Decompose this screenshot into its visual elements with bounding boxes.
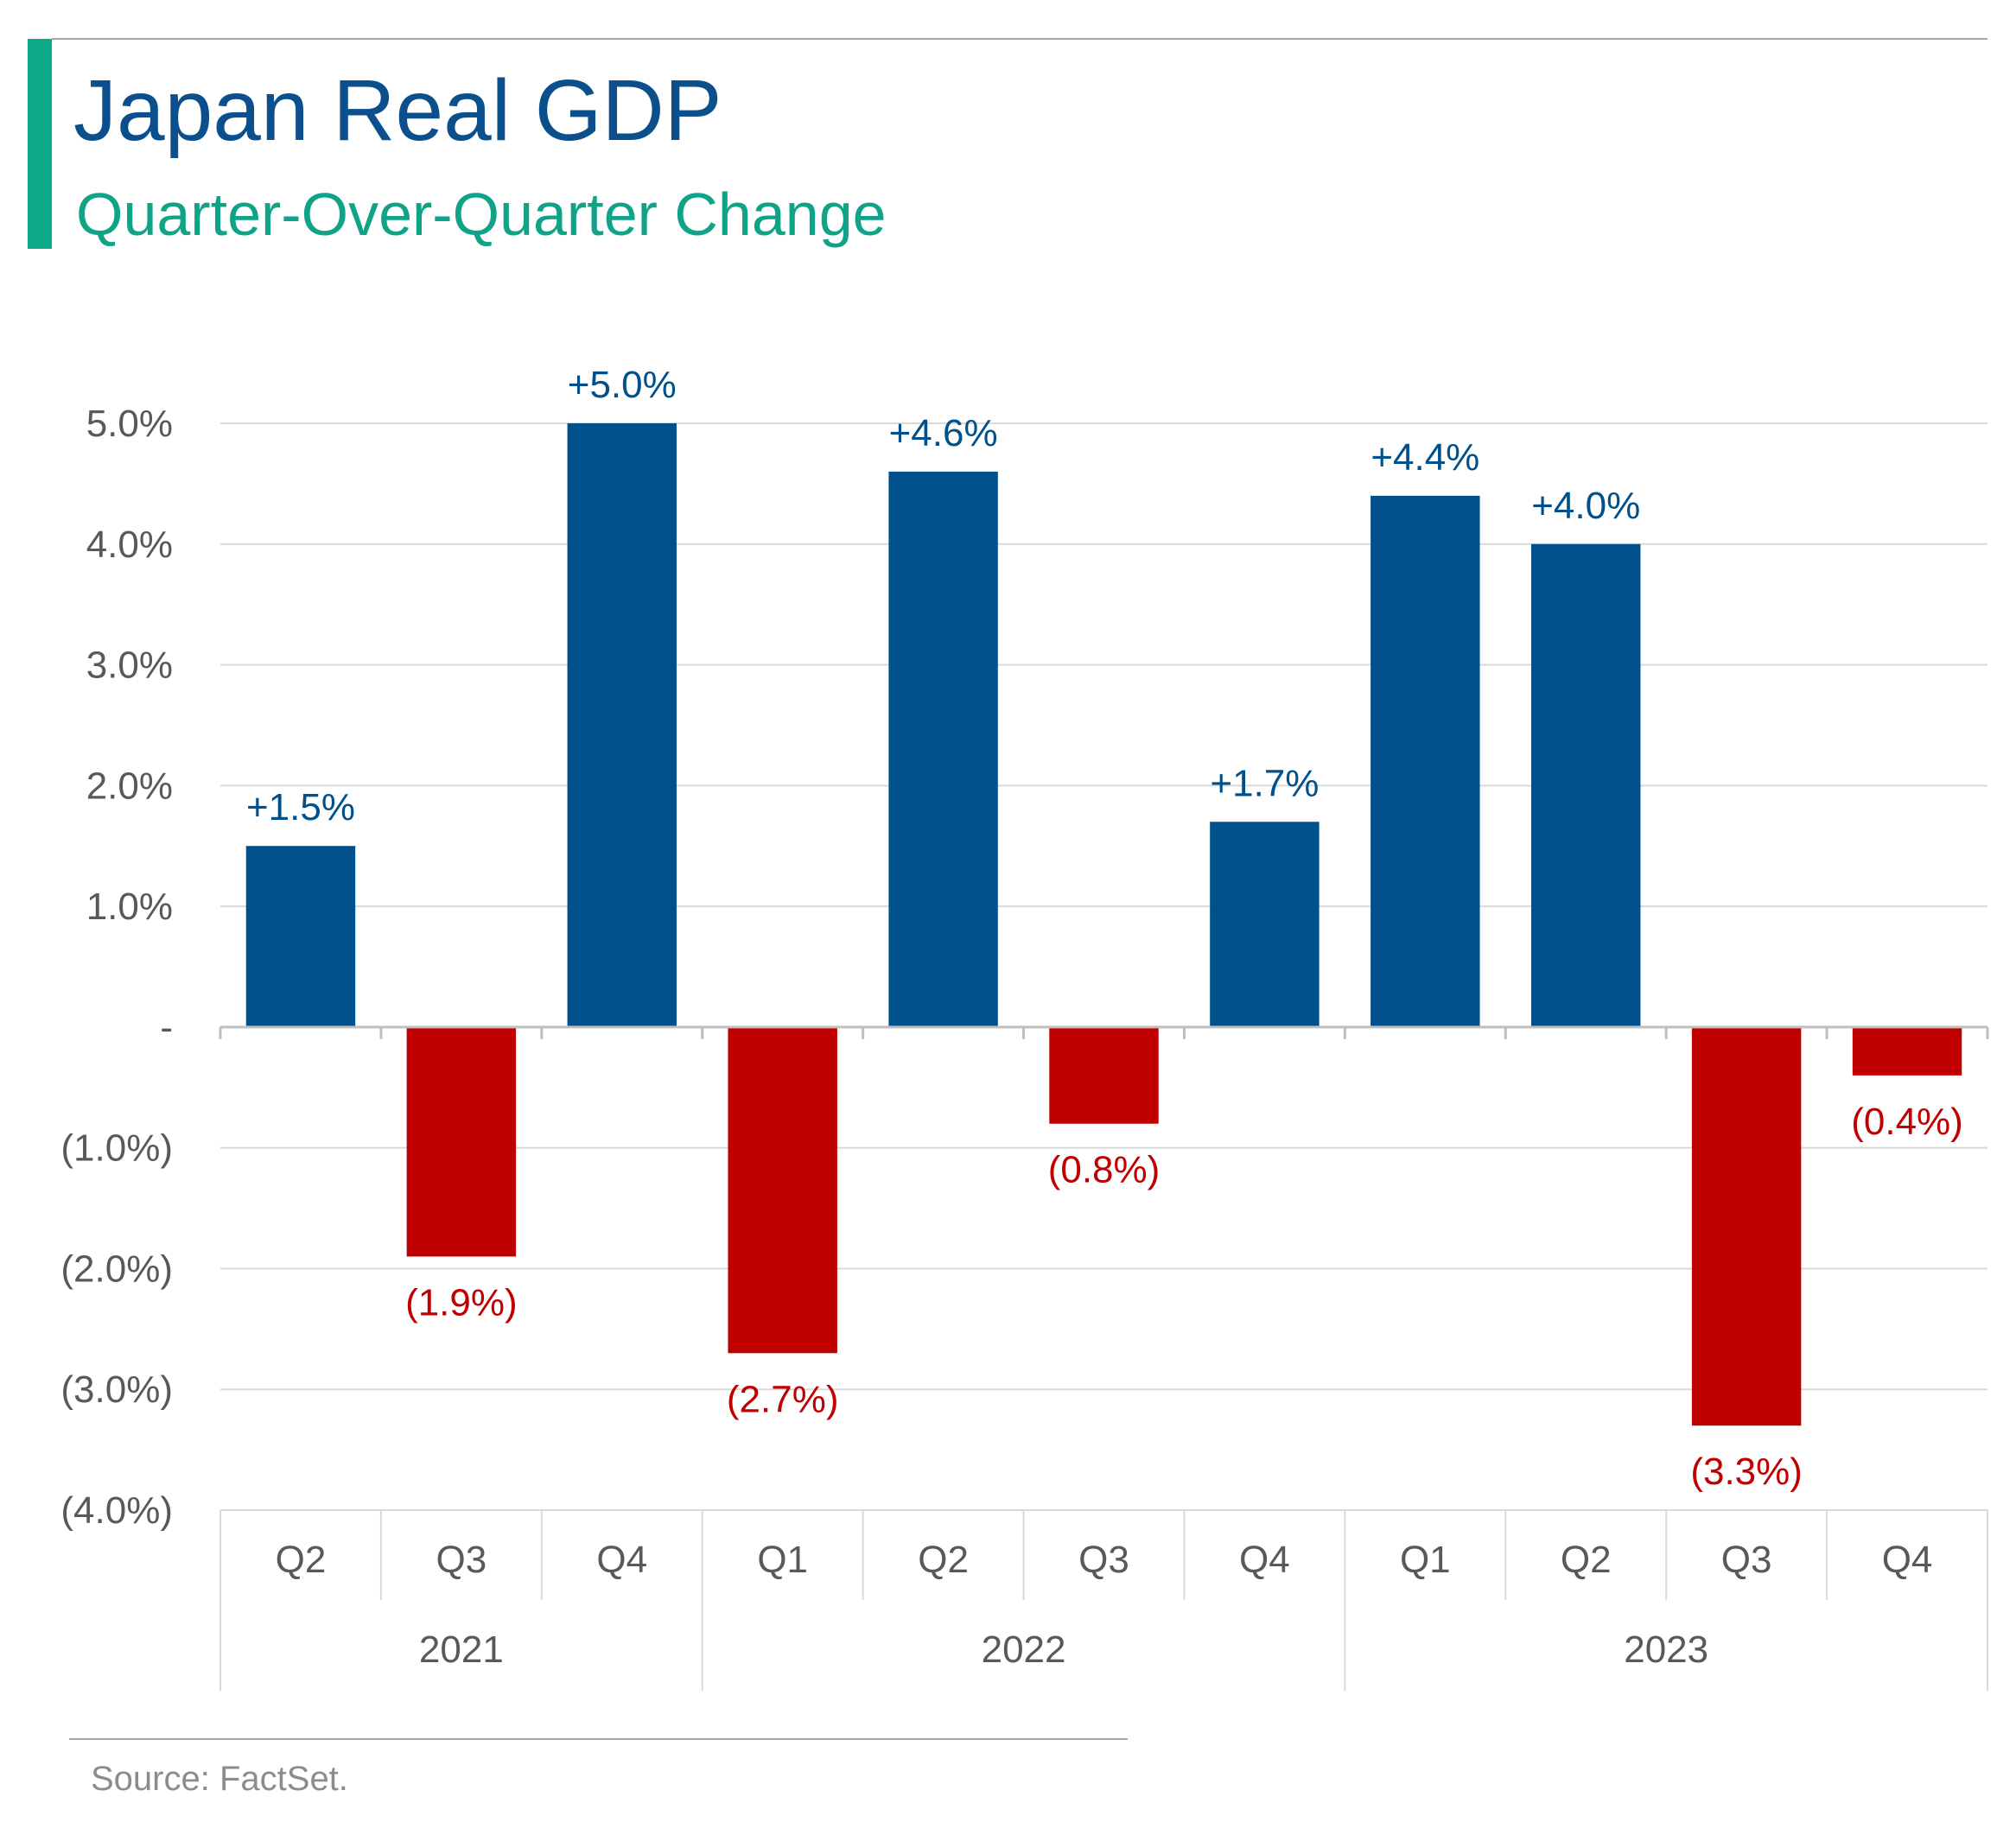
data-label: (2.7%) <box>727 1378 839 1420</box>
data-label: +1.5% <box>246 786 355 828</box>
year-group-label: 2021 <box>419 1628 504 1671</box>
title-accent-bar <box>28 39 52 249</box>
chart-title: Japan Real GDP <box>73 62 722 159</box>
data-label: (0.8%) <box>1048 1149 1161 1191</box>
y-tick-label: (2.0%) <box>60 1247 173 1290</box>
x-tick-label: Q1 <box>1400 1539 1451 1581</box>
bar <box>245 846 356 1027</box>
y-tick-label: 3.0% <box>86 644 173 687</box>
data-label: +5.0% <box>568 364 677 406</box>
data-label: +1.7% <box>1210 762 1319 804</box>
y-tick-label: (4.0%) <box>60 1489 173 1532</box>
bars <box>245 423 1962 1426</box>
data-label: (0.4%) <box>1851 1101 1963 1143</box>
y-tick-label: (1.0%) <box>60 1127 173 1170</box>
x-tick-label: Q2 <box>918 1539 969 1581</box>
year-group-label: 2023 <box>1624 1628 1708 1671</box>
y-tick-label: (3.0%) <box>60 1368 173 1411</box>
x-tick-label: Q4 <box>1882 1539 1933 1581</box>
y-tick-label: 4.0% <box>86 524 173 566</box>
y-tick-label: 1.0% <box>86 886 173 928</box>
data-label: +4.0% <box>1531 485 1640 527</box>
x-tick-label: Q1 <box>757 1539 808 1581</box>
bar <box>1852 1026 1962 1076</box>
source-note: Source: FactSet. <box>91 1760 348 1798</box>
bar <box>728 1026 837 1354</box>
data-label: (1.9%) <box>405 1281 518 1324</box>
bar <box>1370 495 1480 1027</box>
x-tick-label: Q2 <box>276 1539 327 1581</box>
data-label: +4.6% <box>889 412 998 454</box>
y-tick-label: 5.0% <box>86 403 173 445</box>
x-axis: Q2 Q3 Q4 Q1 Q2 Q3 Q4 Q1 Q2 Q3 Q4 2021 2022 2023 <box>219 1025 1989 1691</box>
data-labels: +1.5% (1.9%) +5.0% (2.7%) +4.6% (0.8%) +1.7% +4… <box>246 364 1963 1493</box>
bar <box>888 471 998 1027</box>
bar <box>1531 543 1641 1027</box>
bar <box>1691 1026 1802 1426</box>
x-tick-label: Q3 <box>1721 1539 1772 1581</box>
bar <box>1210 822 1320 1027</box>
y-tick-label: 2.0% <box>86 765 173 807</box>
x-tick-label: Q2 <box>1561 1539 1612 1581</box>
bar <box>567 423 677 1027</box>
x-tick-label: Q3 <box>436 1539 487 1581</box>
x-tick-label: Q4 <box>596 1539 647 1581</box>
bar <box>1049 1026 1159 1124</box>
chart-subtitle: Quarter-Over-Quarter Change <box>76 181 887 248</box>
data-label: +4.4% <box>1370 436 1479 479</box>
y-tick-label: - <box>160 1006 173 1049</box>
y-axis: 5.0% 4.0% 3.0% 2.0% 1.0% - (1.0%) (2.0%) (3.0%) (… <box>60 403 173 1532</box>
bar <box>406 1026 517 1257</box>
year-group-label: 2022 <box>982 1628 1066 1671</box>
x-tick-label: Q3 <box>1078 1539 1129 1581</box>
data-label: (3.3%) <box>1690 1451 1803 1493</box>
x-tick-label: Q4 <box>1239 1539 1290 1581</box>
